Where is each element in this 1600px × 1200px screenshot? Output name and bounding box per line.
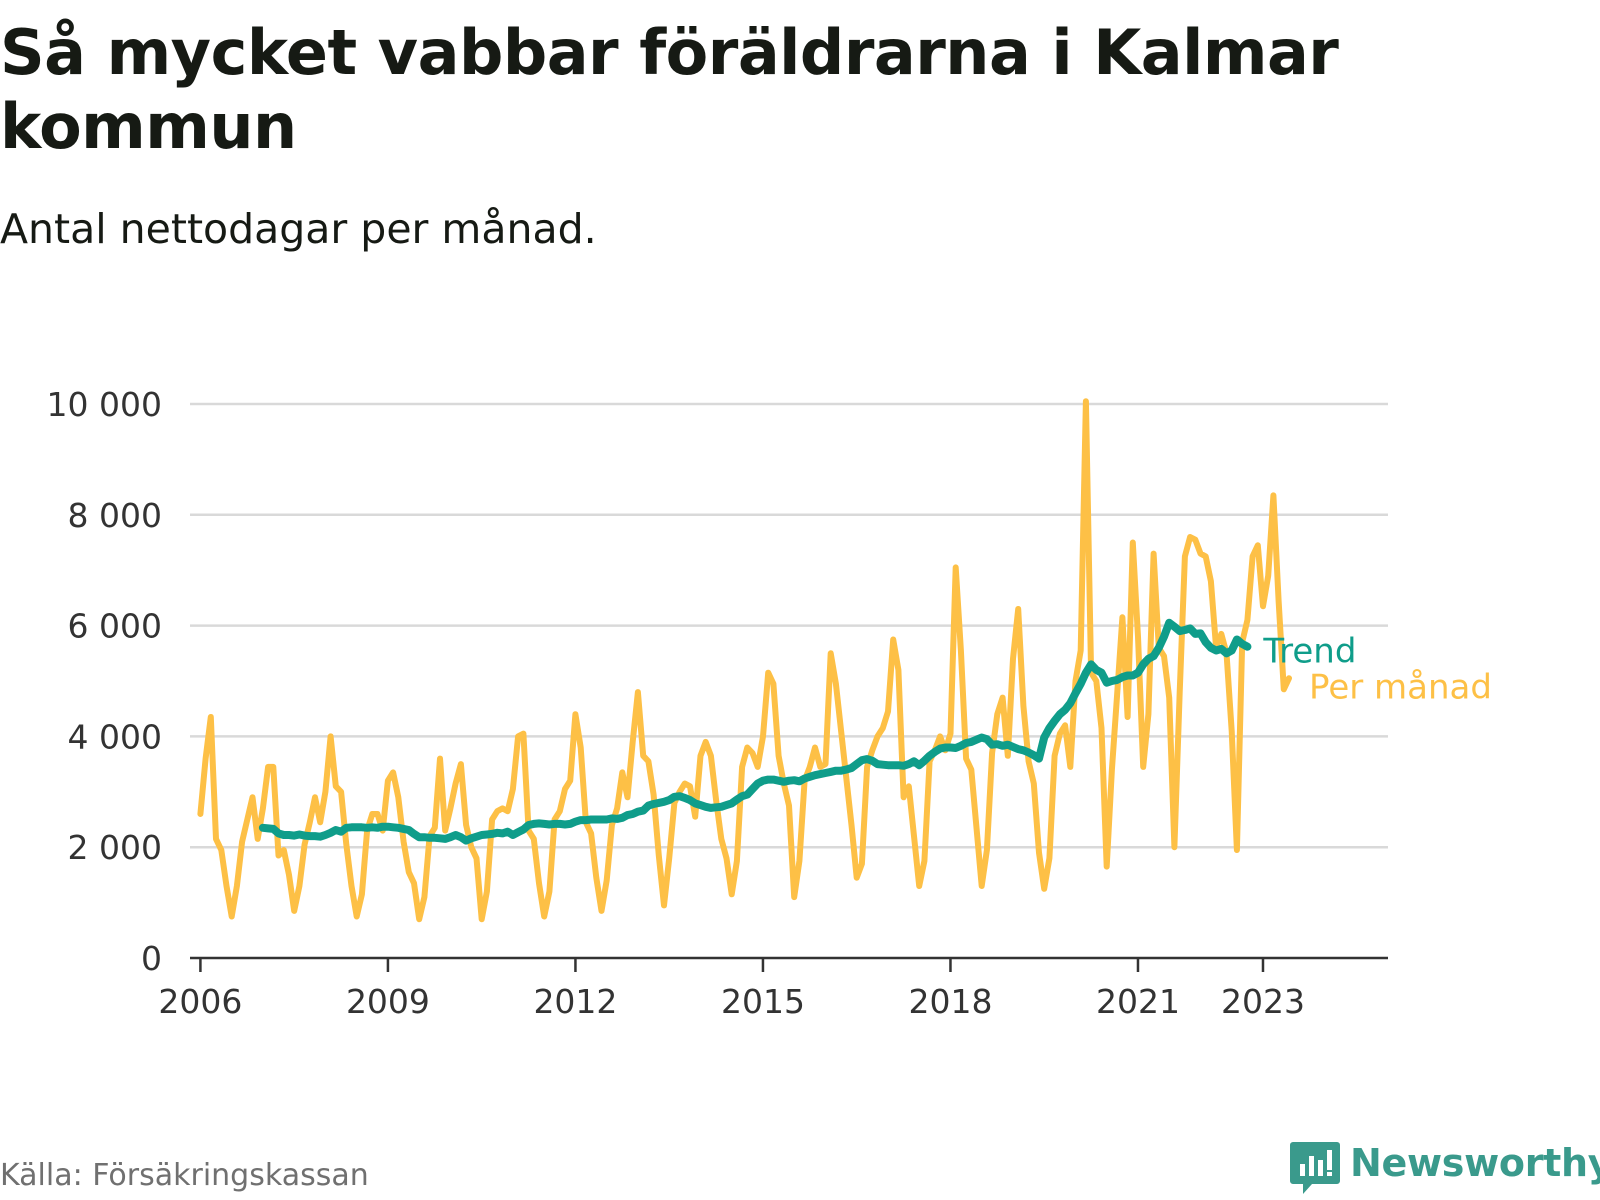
monthly-series-line — [197, 398, 1292, 923]
x-tick-label: 2018 — [908, 982, 992, 1021]
trend-series-line — [258, 618, 1252, 845]
x-tick-label: 2023 — [1221, 982, 1305, 1021]
series — [197, 398, 1292, 923]
y-tick-label: 6 000 — [68, 607, 162, 646]
x-tick-label: 2006 — [158, 982, 242, 1021]
y-tick-label: 0 — [141, 939, 162, 978]
source-note: Källa: Försäkringskassan — [0, 1158, 369, 1193]
x-tick-label: 2015 — [721, 982, 805, 1021]
legend-label-trend: Trend — [1262, 632, 1356, 672]
x-tick-label: 2021 — [1096, 982, 1180, 1021]
y-tick-label: 2 000 — [68, 828, 162, 867]
y-axis: 0 2 000 4 000 6 000 8 000 10 000 — [47, 385, 162, 978]
legend-label-monthly: Per månad — [1309, 668, 1492, 708]
line-chart: 0 2 000 4 000 6 000 8 000 10 000 2006 2009 2012… — [47, 385, 1492, 1021]
newsworthy-logo-icon — [1290, 1142, 1340, 1194]
y-tick-label: 10 000 — [47, 385, 162, 424]
y-tick-label: 4 000 — [68, 717, 162, 756]
brand-name: Newsworthy — [1350, 1141, 1600, 1185]
x-tick-label: 2009 — [346, 982, 430, 1021]
x-tick-label: 2012 — [533, 982, 617, 1021]
chart-title: Så mycket vabbar föräldrarna i Kalmar ko… — [0, 16, 1339, 163]
x-axis: 2006 2009 2012 2015 2018 2021 2023 — [158, 956, 1388, 1021]
chart-subtitle: Antal nettodagar per månad. — [0, 205, 597, 253]
y-tick-label: 8 000 — [68, 496, 162, 535]
brand-logo[interactable]: Newsworthy — [1290, 1140, 1600, 1196]
